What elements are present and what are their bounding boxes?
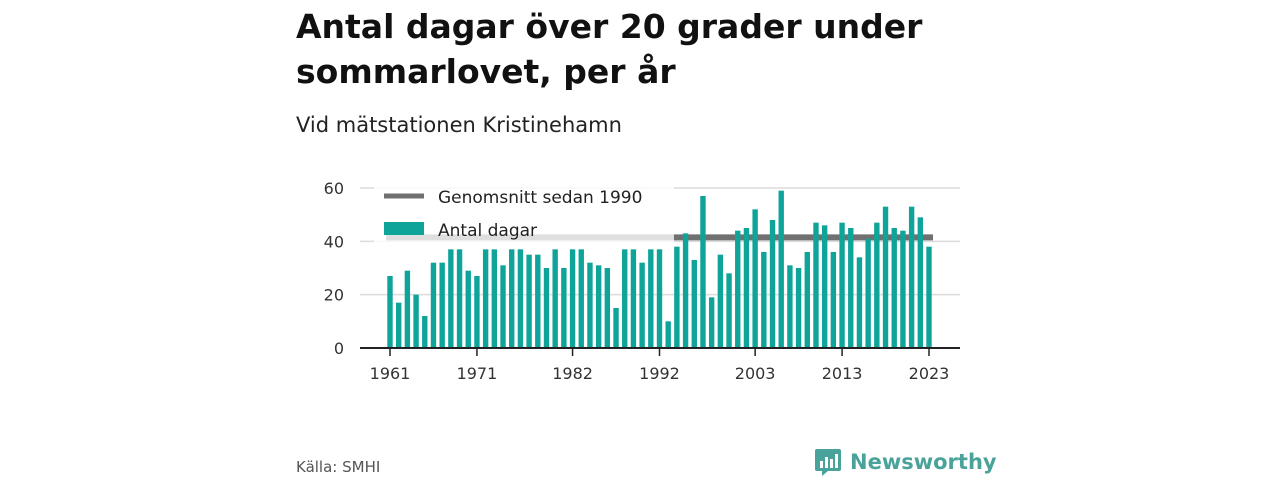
bar-2006 — [778, 190, 784, 348]
brand-logo: Newsworthy — [814, 446, 997, 478]
bar-1996 — [691, 260, 697, 348]
bar-2002 — [743, 228, 750, 348]
bar-1965 — [422, 316, 428, 348]
bar-1989 — [630, 249, 637, 348]
legend: Genomsnitt sedan 1990 Antal dagar — [374, 180, 674, 244]
bar-1997 — [700, 196, 706, 348]
bar-1992 — [656, 249, 663, 348]
bar-2015 — [856, 257, 863, 348]
bar-2012 — [830, 252, 837, 348]
bar-1973 — [491, 249, 498, 348]
bar-1990 — [639, 262, 645, 348]
bar-1999 — [717, 254, 724, 348]
y-tick-label: 0 — [334, 339, 344, 358]
bar-2009 — [804, 252, 810, 348]
bar-2011 — [821, 225, 828, 348]
brand-name: Newsworthy — [850, 450, 997, 474]
bar-2021 — [908, 206, 915, 348]
x-tick-label: 1971 — [457, 364, 498, 383]
bar-1971 — [474, 276, 480, 348]
bar-2019 — [891, 228, 897, 348]
bar-2003 — [752, 209, 758, 348]
x-tick-label: 2023 — [909, 364, 950, 383]
bar-1998 — [708, 297, 715, 348]
legend-swatch-bars — [384, 222, 424, 235]
chart-subtitle: Vid mätstationen Kristinehamn — [296, 113, 622, 137]
bar-1972 — [482, 249, 489, 348]
bar-2000 — [726, 273, 732, 348]
bar-1976 — [517, 249, 524, 348]
legend-label-bars: Antal dagar — [438, 221, 537, 241]
bar-1964 — [413, 294, 419, 348]
bar-2018 — [882, 206, 889, 348]
bar-1980 — [552, 249, 558, 348]
bar-1979 — [543, 268, 550, 348]
bar-2014 — [848, 228, 854, 348]
bar-2008 — [795, 268, 802, 348]
bar-2004 — [761, 252, 767, 348]
x-tick-label: 1961 — [370, 364, 411, 383]
bar-2013 — [839, 222, 845, 348]
x-axis-ticks: 1961 1971 1982 1992 2003 2013 2023 — [360, 347, 960, 383]
bar-2020 — [900, 230, 906, 348]
bar-2005 — [769, 220, 776, 348]
x-tick-label: 1982 — [552, 364, 593, 383]
bar-1981 — [561, 268, 567, 348]
bar-1969 — [456, 249, 463, 348]
bar-1966 — [430, 262, 437, 348]
bar-1994 — [674, 246, 680, 348]
bar-2016 — [865, 238, 871, 348]
y-tick-label: 40 — [324, 232, 344, 251]
source-note: Källa: SMHI — [296, 458, 381, 476]
bar-1977 — [526, 254, 532, 348]
chart-title: Antal dagar över 20 grader under sommarl… — [296, 7, 923, 91]
bar-1983 — [578, 249, 584, 348]
bar-1993 — [665, 321, 671, 348]
bar-1970 — [465, 270, 471, 348]
x-tick-label: 2013 — [822, 364, 863, 383]
bar-2010 — [813, 222, 819, 348]
y-axis-ticks: 0 20 40 60 — [324, 179, 344, 358]
bar-1991 — [648, 249, 654, 348]
bar-2007 — [787, 265, 793, 348]
bar-1995 — [682, 233, 689, 348]
bar-1987 — [613, 308, 619, 348]
newsworthy-logo-icon — [815, 449, 841, 476]
bar-1968 — [448, 249, 454, 348]
bar-1988 — [622, 249, 628, 348]
bar-1963 — [404, 270, 411, 348]
bar-1961 — [387, 276, 393, 348]
bar-2001 — [735, 230, 741, 348]
bar-1962 — [395, 302, 402, 348]
bars — [387, 190, 932, 348]
legend-label-average: Genomsnitt sedan 1990 — [438, 188, 642, 208]
bar-1984 — [587, 262, 593, 348]
bar-1986 — [604, 268, 611, 348]
bar-1982 — [569, 249, 576, 348]
bar-1975 — [509, 249, 515, 348]
bar-1985 — [595, 265, 602, 348]
bar-1967 — [439, 262, 445, 348]
bar-1974 — [500, 265, 506, 348]
bar-1978 — [535, 254, 541, 348]
bar-2017 — [874, 222, 880, 348]
x-tick-label: 1992 — [639, 364, 680, 383]
y-tick-label: 20 — [324, 286, 344, 305]
x-tick-label: 2003 — [735, 364, 776, 383]
bar-2023 — [926, 246, 932, 348]
bar-2022 — [917, 217, 924, 348]
y-tick-label: 60 — [324, 179, 344, 198]
